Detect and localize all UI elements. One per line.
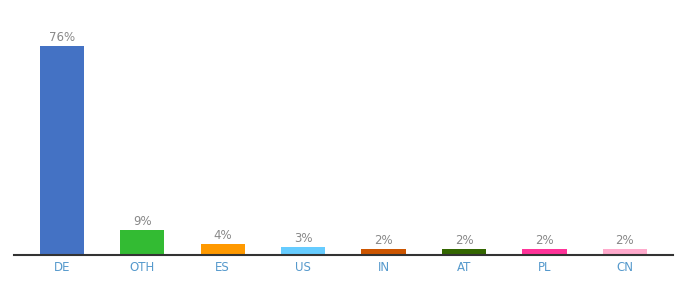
Text: 76%: 76% bbox=[49, 31, 75, 44]
Text: 9%: 9% bbox=[133, 215, 152, 228]
Bar bbox=[201, 244, 245, 255]
Bar bbox=[602, 250, 647, 255]
Bar bbox=[522, 250, 566, 255]
Text: 2%: 2% bbox=[615, 234, 634, 247]
Bar bbox=[39, 46, 84, 255]
Bar bbox=[120, 230, 165, 255]
Text: 3%: 3% bbox=[294, 232, 312, 244]
Text: 2%: 2% bbox=[535, 234, 554, 247]
Bar bbox=[281, 247, 325, 255]
Bar bbox=[362, 250, 406, 255]
Text: 2%: 2% bbox=[455, 234, 473, 247]
Text: 2%: 2% bbox=[374, 234, 393, 247]
Bar bbox=[442, 250, 486, 255]
Text: 4%: 4% bbox=[214, 229, 232, 242]
